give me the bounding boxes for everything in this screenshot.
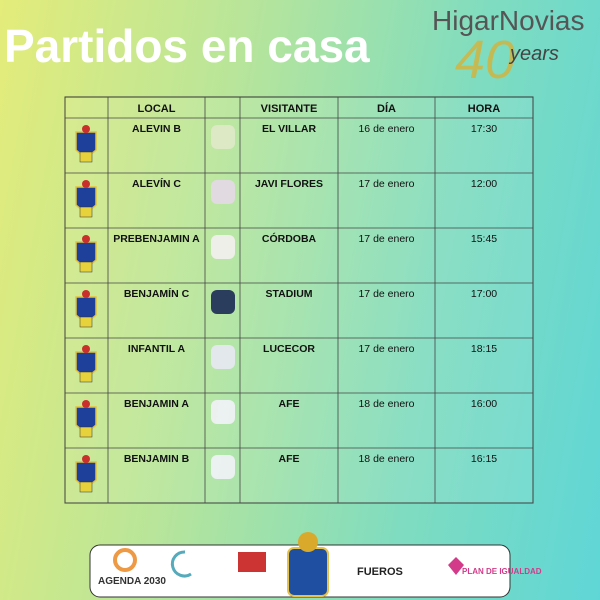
cell: 17:00 <box>471 288 497 300</box>
cell: 16:00 <box>471 398 497 410</box>
cell: EL VILLAR <box>262 123 316 135</box>
home-crest <box>75 131 97 156</box>
crest-base <box>79 426 93 438</box>
cell: 17 de enero <box>358 233 414 245</box>
cell: CÓRDOBA <box>262 232 317 245</box>
cell: ALEVIN B <box>132 123 181 135</box>
cell: 17:30 <box>471 123 497 135</box>
crest-crown <box>82 235 90 243</box>
home-crest <box>75 296 97 321</box>
cell: 17 de enero <box>358 288 414 300</box>
crest-base <box>79 316 93 328</box>
cell: INFANTIL A <box>128 343 186 355</box>
cell: 17 de enero <box>358 178 414 190</box>
cell: AFE <box>279 398 300 410</box>
crest-crown <box>82 345 90 353</box>
brand-sub: years <box>508 43 559 65</box>
column-header: HORA <box>468 103 500 115</box>
visitor-logo <box>211 345 235 369</box>
cell: JAVI FLORES <box>255 178 323 190</box>
cell: PREBENJAMIN A <box>113 233 200 245</box>
table-bg <box>64 96 534 504</box>
crest-base <box>79 371 93 383</box>
cell: LUCECOR <box>263 343 315 355</box>
plan-icon <box>448 557 464 575</box>
cell: BENJAMÍN C <box>124 287 190 300</box>
crest-base <box>79 206 93 218</box>
cell: 16:15 <box>471 453 497 465</box>
cell: 18:15 <box>471 343 497 355</box>
agenda-icon <box>113 548 137 572</box>
visitor-logo <box>211 125 235 149</box>
crest-crown <box>82 455 90 463</box>
cell: 15:45 <box>471 233 497 245</box>
cell: 16 de enero <box>358 123 414 135</box>
cell: 18 de enero <box>358 398 414 410</box>
column-header: VISITANTE <box>261 103 318 115</box>
sponsor-name: AGENDA 2030 <box>98 576 166 587</box>
column-header: LOCAL <box>138 103 176 115</box>
crest-crown <box>82 125 90 133</box>
cell: ALEVÍN C <box>132 177 181 190</box>
home-crest <box>75 351 97 376</box>
logo <box>238 552 266 572</box>
sponsor-name: PLAN DE IGUALDAD <box>462 567 542 576</box>
cell: 18 de enero <box>358 453 414 465</box>
title: Partidos en casa <box>4 20 370 72</box>
crest-crown <box>82 290 90 298</box>
home-crest <box>75 461 97 486</box>
cell: 12:00 <box>471 178 497 190</box>
column-header: DÍA <box>377 102 396 115</box>
visitor-logo <box>211 455 235 479</box>
cell: AFE <box>279 453 300 465</box>
crest-crown <box>82 180 90 188</box>
town-crest <box>287 547 329 597</box>
visitor-logo <box>211 400 235 424</box>
home-crest <box>75 186 97 211</box>
city-icon <box>170 550 192 578</box>
cell: 17 de enero <box>358 343 414 355</box>
crest-crown <box>82 400 90 408</box>
cell: BENJAMIN A <box>124 398 189 410</box>
home-crest <box>75 406 97 431</box>
cell: STADIUM <box>265 288 312 300</box>
sponsor-name: FUEROS <box>357 566 403 578</box>
visitor-logo <box>211 235 235 259</box>
cell: BENJAMIN B <box>124 453 190 465</box>
crest-base <box>79 261 93 273</box>
crest-base <box>79 151 93 163</box>
crown <box>298 532 318 552</box>
visitor-logo <box>211 180 235 204</box>
crest-base <box>79 481 93 493</box>
brand: HigarNovias <box>432 5 585 36</box>
visitor-logo <box>211 290 235 314</box>
home-crest <box>75 241 97 266</box>
brand-number: 40 <box>455 30 515 90</box>
